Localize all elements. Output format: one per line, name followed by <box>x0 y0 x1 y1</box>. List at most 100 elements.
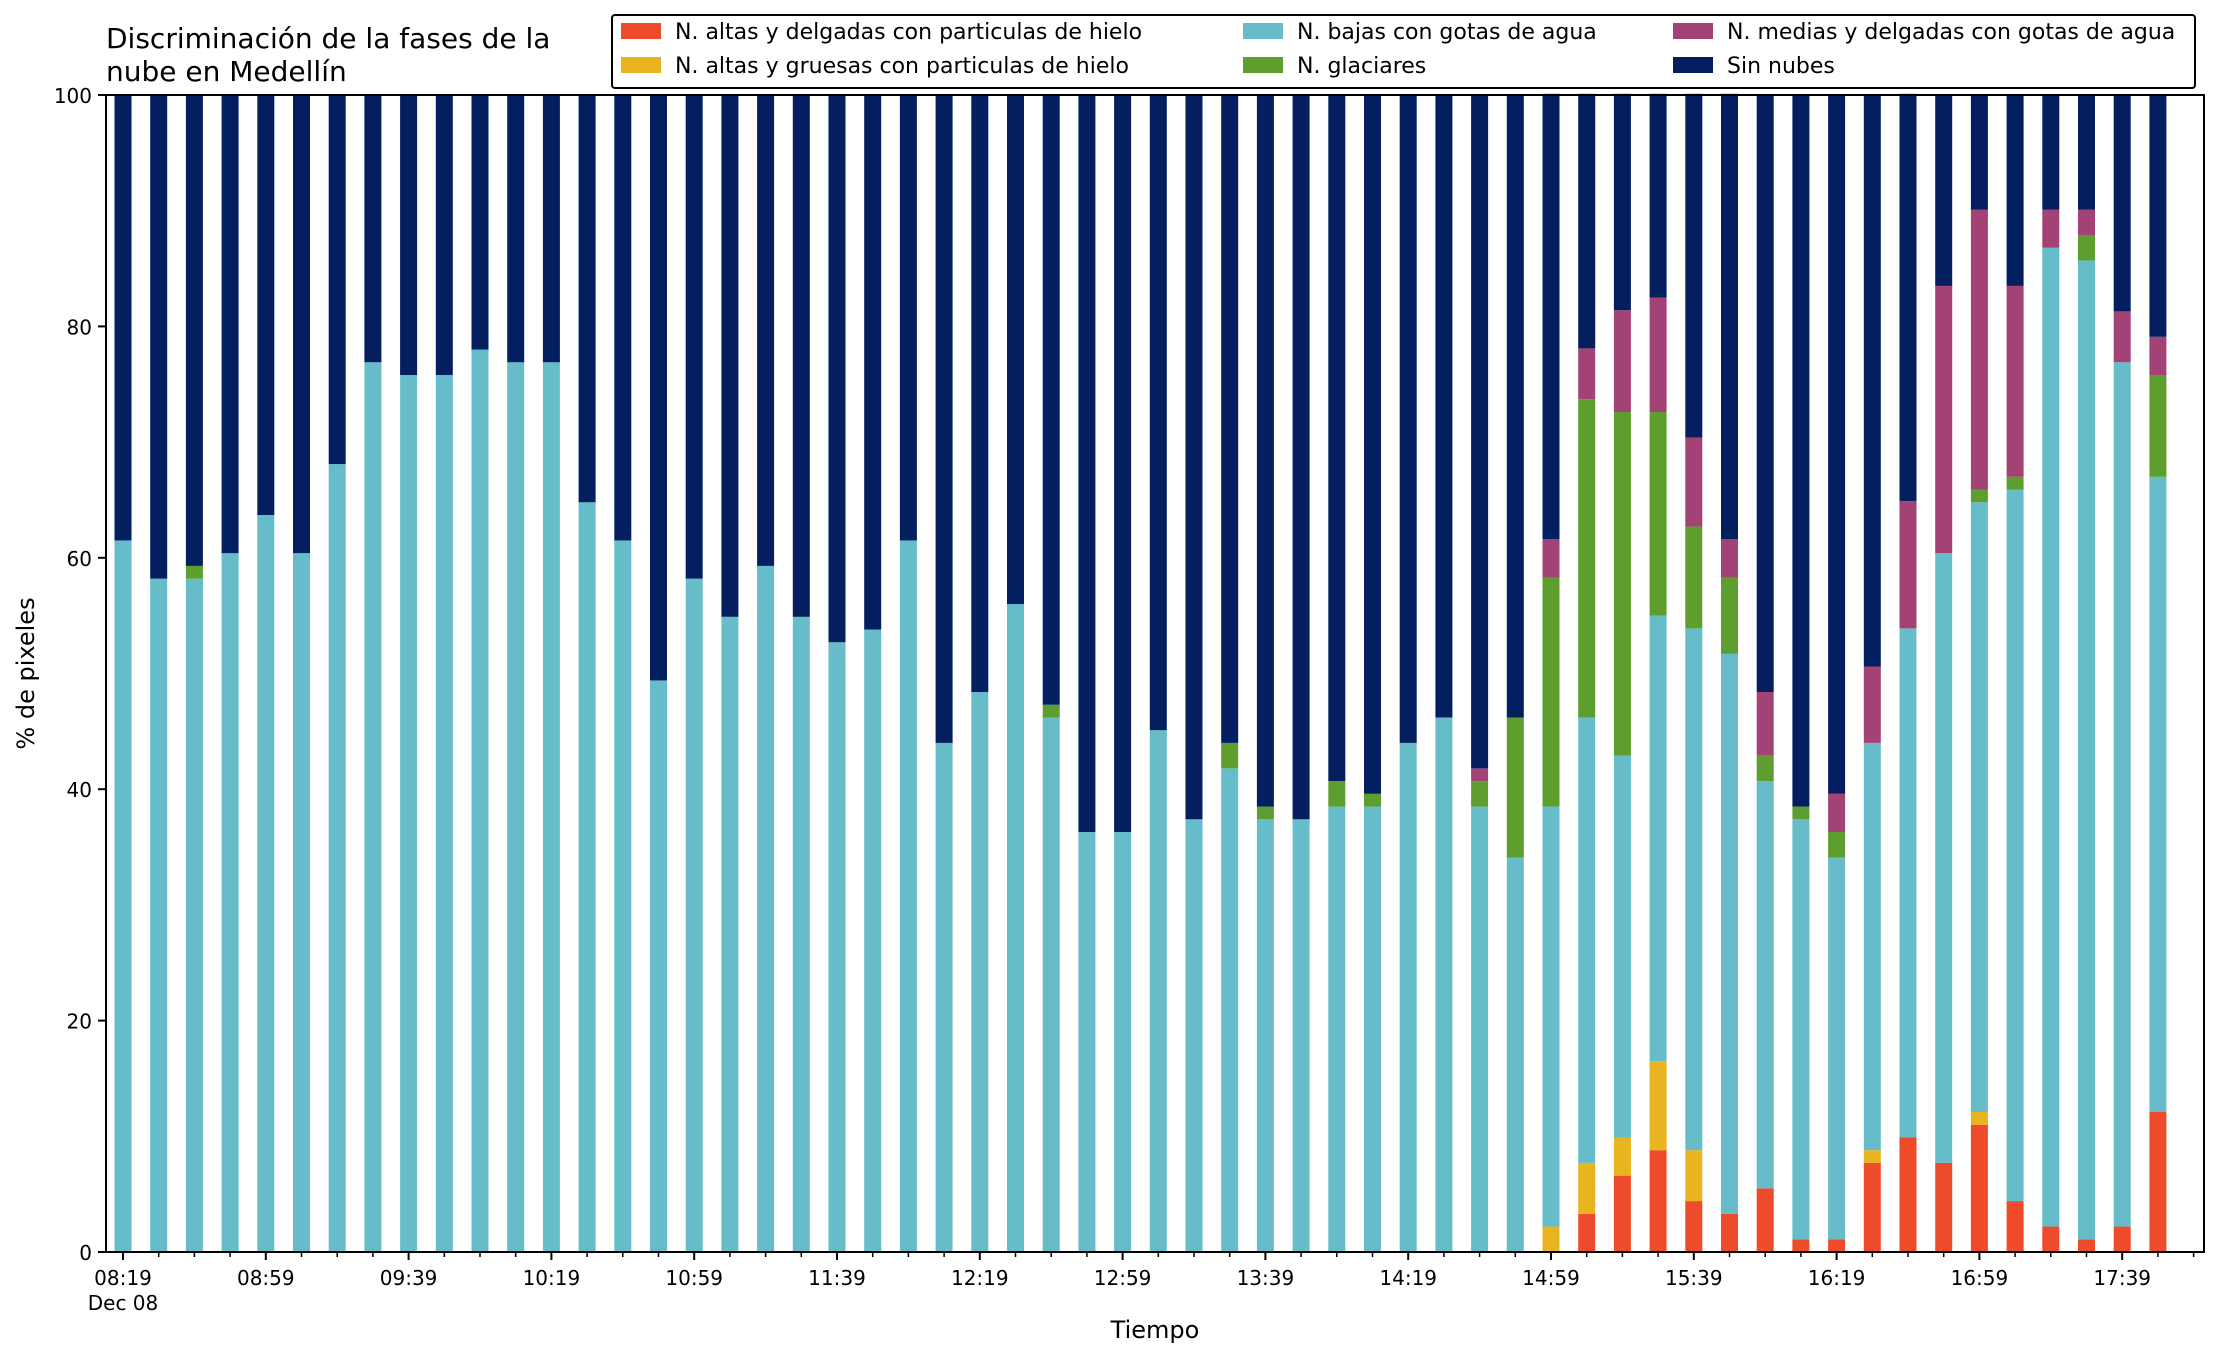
x-tick-label: 17:39 <box>2093 1266 2151 1290</box>
bar-segment <box>435 95 453 375</box>
legend-item: N. altas y delgadas con particulas de hi… <box>621 18 1142 48</box>
bar-segment <box>1328 95 1346 782</box>
bar-segment <box>1792 95 1810 807</box>
bar-segment <box>2149 476 2167 1112</box>
bar-segment <box>221 553 239 1252</box>
bar-segment <box>1685 526 1703 629</box>
bar-segment <box>364 362 382 1252</box>
x-date-label: Dec 08 <box>88 1291 159 1315</box>
bar-segment <box>2149 336 2167 375</box>
bar-segment <box>1899 93 1917 502</box>
bar-segment <box>1935 285 1953 554</box>
bar-segment <box>1899 628 1917 1138</box>
bar-segment <box>1042 95 1060 705</box>
y-axis-label: % de pixeles <box>12 597 40 749</box>
bar-segment <box>935 742 953 1252</box>
bar-segment <box>650 95 667 681</box>
bar-segment <box>1328 806 1346 1252</box>
bar-segment <box>1828 1239 1846 1252</box>
bar-segment <box>114 540 132 1252</box>
bar-segment <box>935 95 953 743</box>
bar-segment <box>1935 95 1953 286</box>
bar-segment <box>1685 1201 1703 1252</box>
bar-segment <box>2113 362 2131 1227</box>
bar-segment <box>293 553 310 1252</box>
bar-segment <box>792 95 810 617</box>
bar-segment <box>400 374 418 1252</box>
legend-label: N. glaciares <box>1297 54 1427 79</box>
legend-item: N. bajas con gotas de agua <box>1243 18 1597 48</box>
x-tick-label: 08:19 <box>94 1266 152 1290</box>
bar-segment <box>828 642 846 1252</box>
x-tick-label: 15:39 <box>1665 1266 1723 1290</box>
bar-segment <box>1364 95 1381 794</box>
bar-segment <box>757 565 775 1252</box>
bar-segment <box>1542 577 1560 807</box>
bar-segment <box>1721 653 1738 1214</box>
plot-frame <box>105 94 2205 1253</box>
bar-segment <box>578 95 596 503</box>
bar-segment <box>1578 1162 1596 1214</box>
bar-segment <box>1935 553 1953 1163</box>
bar-segment <box>328 95 346 465</box>
bar-segment <box>1756 781 1774 1189</box>
bar-segment <box>1542 93 1560 540</box>
bar-segment <box>1471 806 1489 1252</box>
legend-swatch <box>1673 57 1713 73</box>
bar-segment <box>1756 692 1774 756</box>
bar-segment <box>2149 95 2167 337</box>
legend-swatch <box>1673 23 1713 39</box>
chart-title: Discriminación de la fases de la nube en… <box>106 22 551 88</box>
bar-segment <box>1649 1061 1667 1151</box>
x-tick-label: 13:39 <box>1237 1266 1295 1290</box>
y-axis: 0 20 40 60 80 100 <box>54 84 106 1265</box>
bar-segment <box>721 95 739 617</box>
bar-segment <box>1328 781 1346 807</box>
bar-segment <box>1649 412 1667 616</box>
bar-segment <box>1613 755 1631 1138</box>
x-tick-label: 10:59 <box>665 1266 723 1290</box>
x-tick-label: 14:19 <box>1379 1266 1437 1290</box>
bar-segment <box>1685 628 1703 1151</box>
bar-segment <box>2078 1239 2095 1252</box>
bar-segment <box>1114 832 1132 1252</box>
bar-segment <box>1471 781 1489 807</box>
bar-segment <box>2078 95 2095 210</box>
bar-segment <box>1613 310 1631 413</box>
legend-swatch <box>1243 57 1283 73</box>
x-tick-label: 12:19 <box>951 1266 1009 1290</box>
bar-segment <box>1506 95 1524 718</box>
bar-segment <box>1007 95 1024 605</box>
bar-segment <box>685 95 703 579</box>
legend-swatch <box>1243 23 1283 39</box>
bar-segment <box>1185 819 1203 1252</box>
legend-swatch <box>621 57 661 73</box>
bar-segment <box>1899 1137 1917 1252</box>
bar-segment <box>1256 819 1274 1252</box>
bar-segment <box>971 692 989 1252</box>
bar-segment <box>1970 209 1988 490</box>
bar-segment <box>1542 1226 1560 1252</box>
bar-segment <box>2113 311 2131 363</box>
bar-segment <box>1471 95 1489 769</box>
bar-segment <box>2042 209 2060 248</box>
bar-segment <box>185 578 203 1252</box>
bar-segment <box>1256 806 1274 820</box>
bar-segment <box>1221 742 1239 769</box>
bar-layer <box>114 93 2167 1253</box>
bar-segment <box>1506 857 1524 1252</box>
bar-segment <box>1578 717 1596 1163</box>
bar-segment <box>1542 806 1560 1227</box>
bar-segment <box>435 374 453 1252</box>
bar-segment <box>471 349 489 1252</box>
bar-segment <box>542 362 560 1252</box>
bar-segment <box>1078 95 1096 833</box>
bar-segment <box>2078 209 2095 235</box>
bar-segment <box>1042 704 1060 718</box>
bar-segment <box>2006 476 2024 490</box>
bar-segment <box>1292 95 1310 820</box>
bar-segment <box>1506 717 1524 858</box>
y-tick-label: 20 <box>67 1010 92 1034</box>
bar-segment <box>1970 489 1988 503</box>
bar-segment <box>1792 819 1810 1240</box>
